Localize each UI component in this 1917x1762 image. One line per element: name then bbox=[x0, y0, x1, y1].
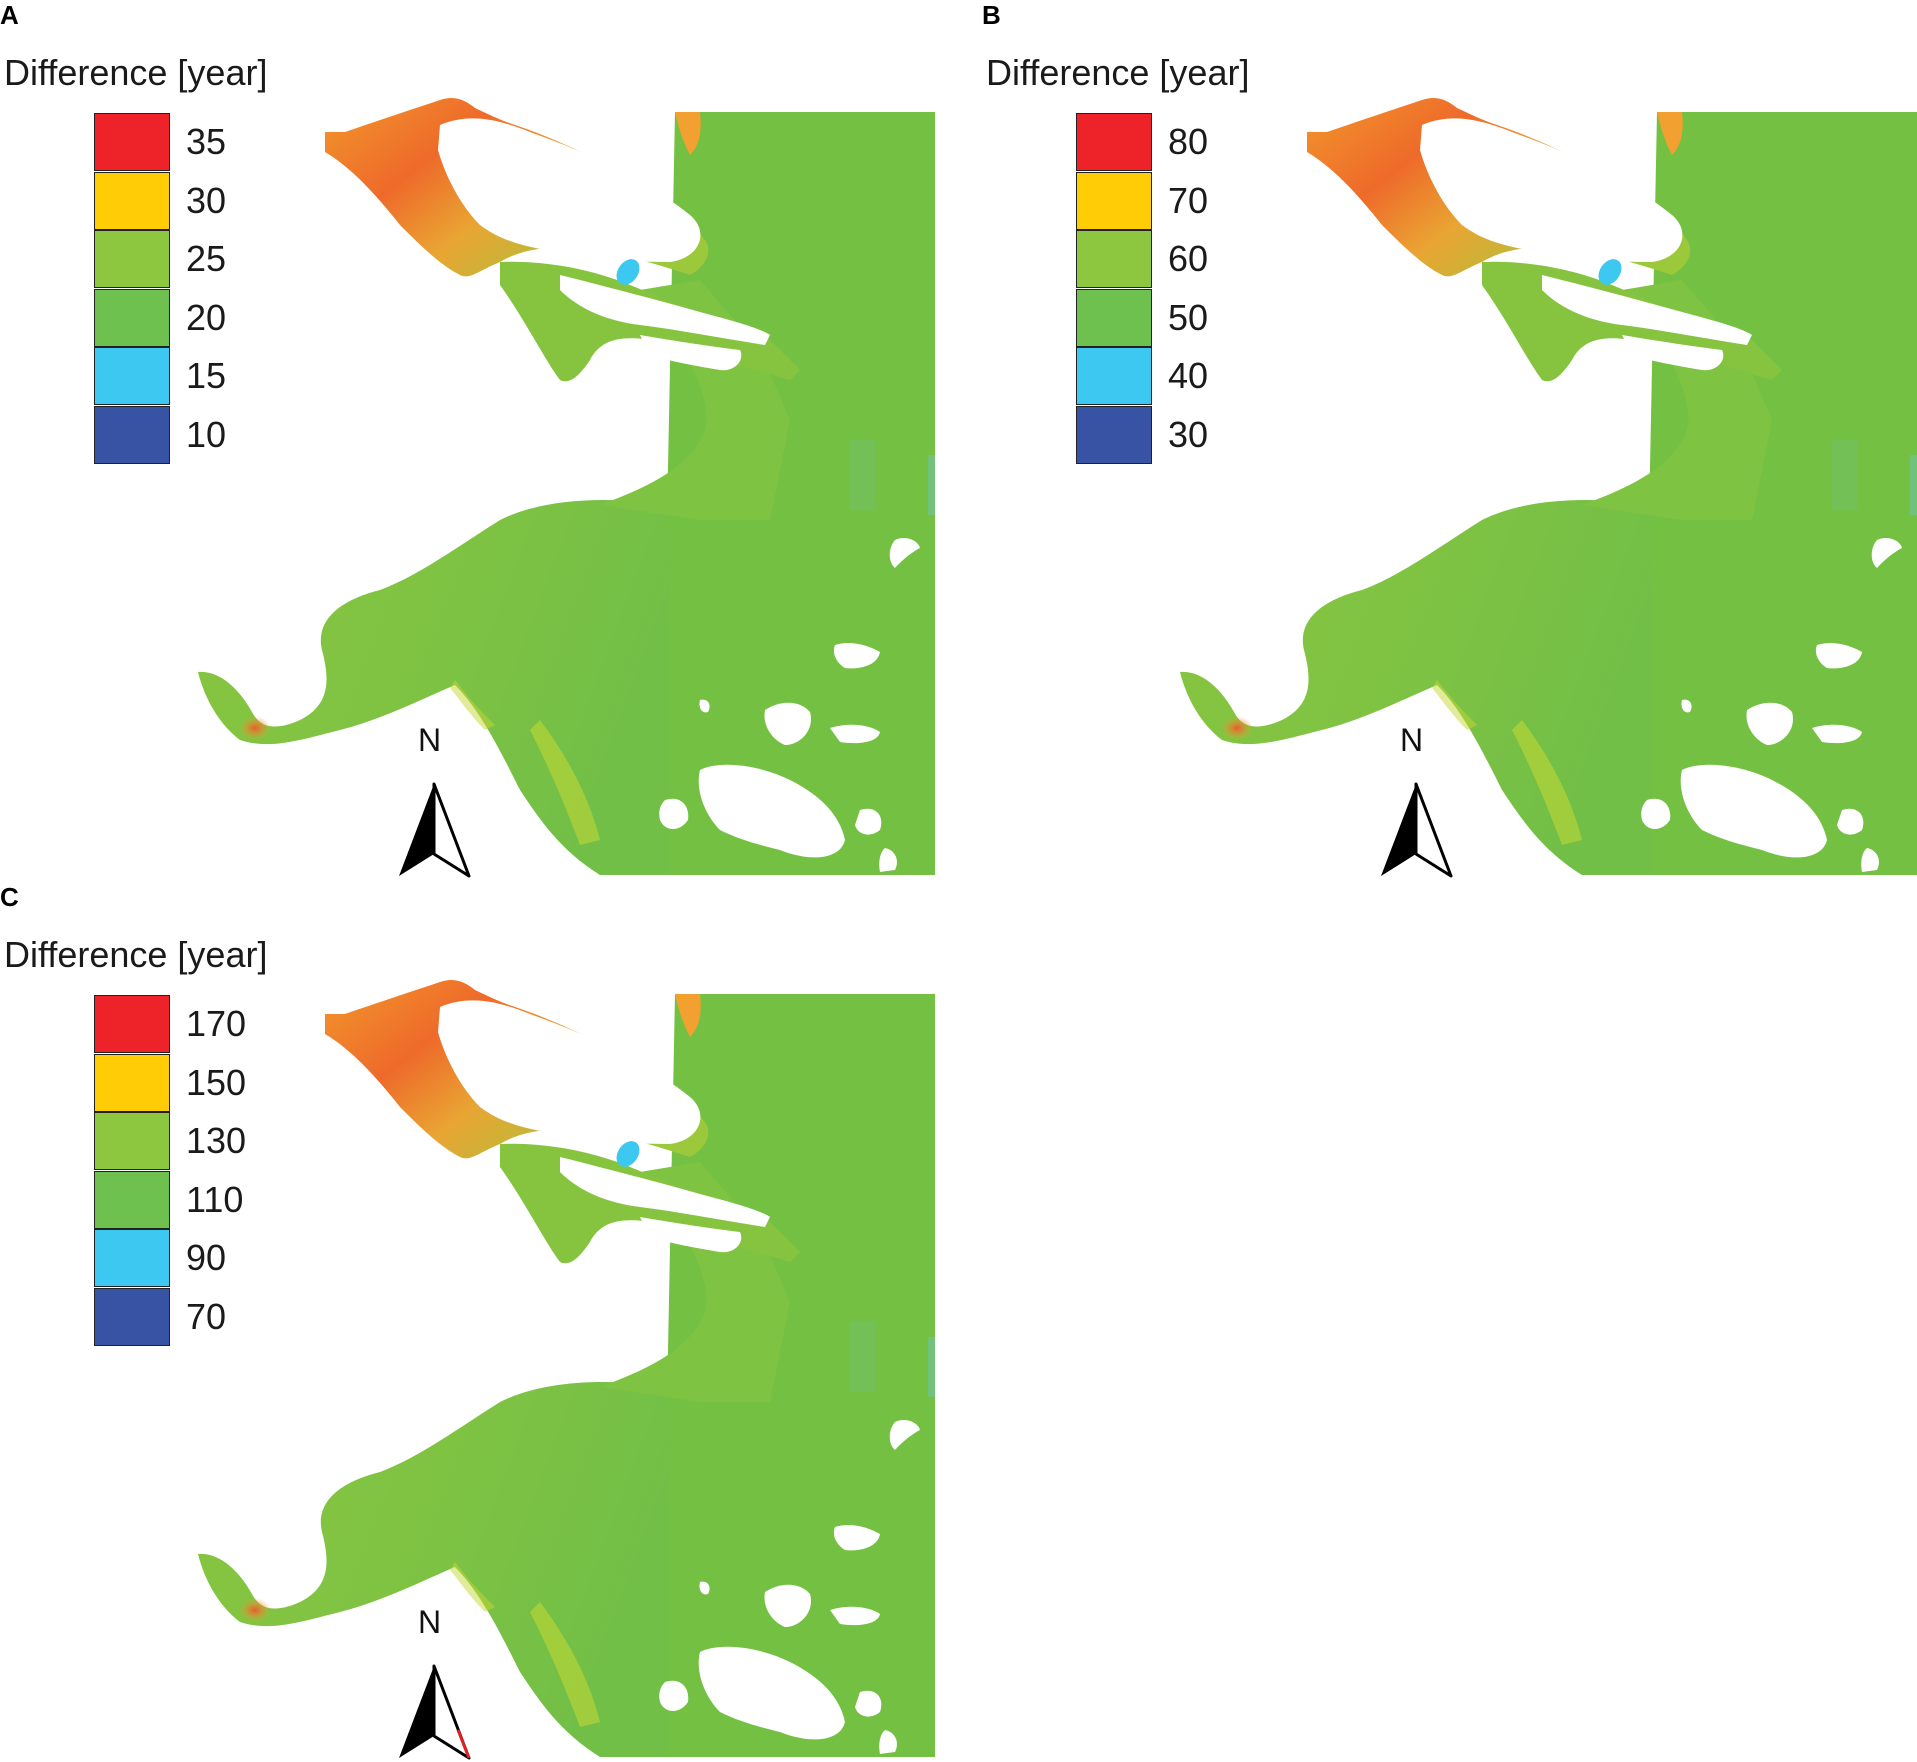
legend-label: 110 bbox=[186, 1178, 244, 1220]
legend-swatch bbox=[1076, 288, 1152, 347]
legend-swatch bbox=[94, 288, 170, 347]
legend-title: Difference [year] bbox=[4, 52, 268, 93]
legend-label: 20 bbox=[186, 296, 227, 338]
panel-letter: B bbox=[982, 0, 1001, 30]
legend-swatch bbox=[94, 1053, 170, 1112]
legend-title: Difference [year] bbox=[986, 52, 1250, 93]
legend-swatch bbox=[94, 230, 170, 288]
panel-letter: A bbox=[0, 0, 19, 30]
legend-label: 60 bbox=[1168, 238, 1209, 279]
legend-title: Difference [year] bbox=[4, 934, 268, 975]
legend-swatch bbox=[94, 405, 170, 464]
legend-swatch bbox=[94, 171, 170, 230]
legend-swatch bbox=[94, 1112, 170, 1170]
legend-swatch bbox=[1076, 171, 1152, 230]
panel-c: C Difference [year] 170 150 130 110 90 70 N bbox=[0, 882, 958, 1762]
legend-label: 70 bbox=[1168, 179, 1209, 221]
legend-swatch bbox=[1076, 113, 1152, 171]
panel-a: A Difference [year] 35 30 25 20 15 10 N bbox=[0, 0, 958, 880]
panel-letter: C bbox=[0, 882, 19, 912]
legend-label: 130 bbox=[186, 1120, 247, 1161]
legend-swatch bbox=[1076, 405, 1152, 464]
legend-swatch bbox=[94, 1229, 170, 1287]
legend-swatch bbox=[94, 113, 170, 171]
legend-swatch bbox=[94, 1287, 170, 1346]
legend-label: 30 bbox=[1168, 413, 1209, 455]
legend-label: 35 bbox=[186, 121, 227, 162]
panel-b: B Difference [year] 80 70 60 50 40 30 N bbox=[982, 0, 1917, 880]
legend-label: 10 bbox=[186, 413, 227, 455]
north-arrow-icon bbox=[399, 1664, 471, 1760]
north-label: N bbox=[1400, 722, 1424, 758]
north-arrow-icon bbox=[399, 782, 471, 878]
legend-swatch bbox=[94, 347, 170, 405]
legend-swatch bbox=[1076, 347, 1152, 405]
legend-label: 25 bbox=[186, 238, 227, 279]
legend-swatch bbox=[94, 995, 170, 1053]
legend-label: 15 bbox=[186, 355, 227, 396]
north-arrow-icon bbox=[1381, 782, 1453, 878]
north-label: N bbox=[418, 1604, 442, 1640]
legend-label: 170 bbox=[186, 1003, 247, 1044]
legend-label: 150 bbox=[186, 1061, 247, 1103]
legend-swatch bbox=[1076, 230, 1152, 288]
north-label: N bbox=[418, 722, 442, 758]
legend-swatch bbox=[94, 1170, 170, 1229]
legend-label: 70 bbox=[186, 1295, 227, 1337]
legend-label: 90 bbox=[186, 1237, 227, 1278]
legend-label: 80 bbox=[1168, 121, 1209, 162]
legend-label: 30 bbox=[186, 179, 227, 221]
legend-label: 50 bbox=[1168, 296, 1209, 338]
legend-label: 40 bbox=[1168, 355, 1209, 396]
